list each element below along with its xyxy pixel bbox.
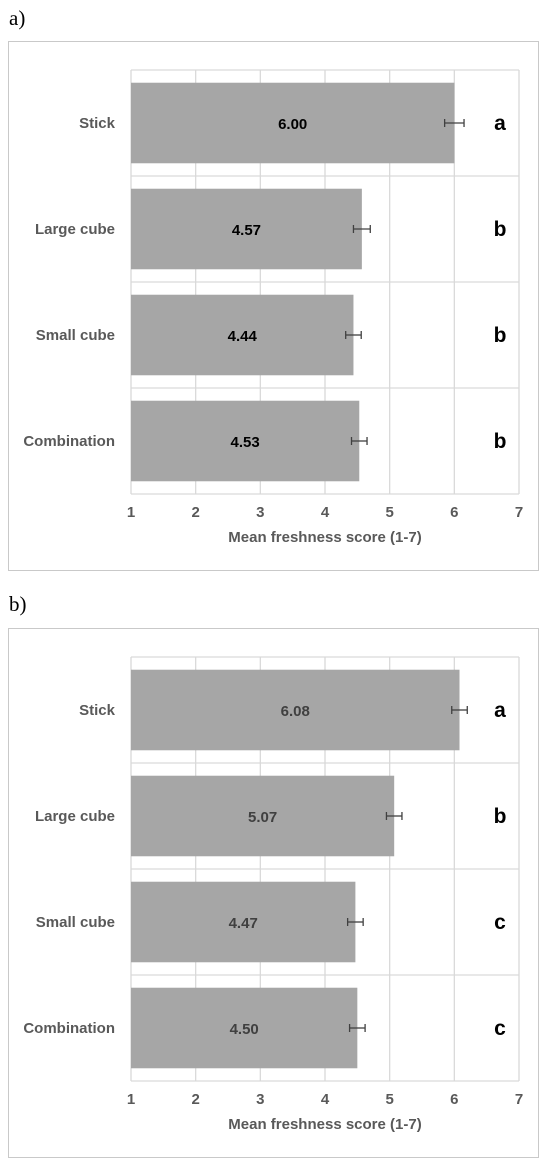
value-label-combination: 4.53 [231, 434, 260, 451]
value-label-stick: 6.00 [278, 116, 307, 133]
x-tick-label-7: 7 [515, 504, 523, 521]
bar-small-cube [131, 294, 354, 376]
value-label-combination: 4.50 [230, 1021, 259, 1038]
significance-letter-large-cube: b [494, 805, 507, 828]
error-bar-stick [443, 119, 465, 127]
x-tick-label-6: 6 [450, 1091, 458, 1108]
category-label-stick: Stick [79, 702, 116, 719]
chart-b: Stick 6.08 a Large cube 5.07 b Small cube 4.47 c… [23, 656, 523, 1133]
x-axis-title: Mean freshness score (1-7) [228, 1116, 421, 1133]
chart-a: Stick 6.00 a Large cube 4.57 b Small cube 4.44 b… [23, 69, 523, 546]
significance-letter-combination: b [494, 430, 507, 453]
bar-large-cube [131, 188, 362, 270]
bar-combination [131, 987, 358, 1069]
x-tick-label-4: 4 [321, 1091, 330, 1108]
significance-letter-small-cube: c [494, 911, 506, 934]
bar-large-cube [131, 775, 395, 857]
bar-combination [131, 400, 360, 482]
error-bar-large-cube [352, 225, 371, 233]
bar-small-cube [131, 881, 356, 963]
error-bar-combination [348, 1024, 366, 1032]
value-label-stick: 6.08 [281, 703, 310, 720]
chart-a-frame: Stick 6.00 a Large cube 4.57 b Small cube 4.44 b… [8, 41, 539, 571]
category-label-large-cube: Large cube [35, 808, 115, 825]
category-label-stick: Stick [79, 115, 116, 132]
value-label-large-cube: 5.07 [248, 809, 277, 826]
x-tick-label-1: 1 [127, 504, 135, 521]
significance-letter-small-cube: b [494, 324, 507, 347]
x-tick-label-5: 5 [385, 504, 393, 521]
x-tick-label-6: 6 [450, 504, 458, 521]
x-tick-label-7: 7 [515, 1091, 523, 1108]
panel-a-label: a) [9, 6, 26, 30]
category-label-small-cube: Small cube [36, 914, 115, 931]
x-tick-label-2: 2 [191, 1091, 199, 1108]
x-tick-label-3: 3 [256, 1091, 264, 1108]
error-bar-small-cube [345, 331, 362, 339]
value-label-small-cube: 4.47 [229, 915, 258, 932]
error-bar-stick [451, 706, 468, 714]
x-tick-label-5: 5 [385, 1091, 393, 1108]
value-label-large-cube: 4.57 [232, 222, 261, 239]
category-label-small-cube: Small cube [36, 327, 115, 344]
category-label-combination: Combination [23, 433, 115, 450]
x-tick-label-1: 1 [127, 1091, 135, 1108]
bar-stick [131, 82, 455, 164]
error-bar-small-cube [346, 918, 364, 926]
significance-letter-combination: c [494, 1017, 506, 1040]
significance-letter-large-cube: b [494, 218, 507, 241]
significance-letter-stick: a [494, 112, 506, 135]
x-axis-title: Mean freshness score (1-7) [228, 529, 421, 546]
bar-stick [131, 669, 460, 751]
category-label-large-cube: Large cube [35, 221, 115, 238]
x-tick-label-2: 2 [191, 504, 199, 521]
chart-b-frame: Stick 6.08 a Large cube 5.07 b Small cube 4.47 c… [8, 628, 539, 1158]
significance-letter-stick: a [494, 699, 506, 722]
panel-b-label: b) [9, 592, 27, 616]
category-label-combination: Combination [23, 1020, 115, 1037]
x-tick-label-3: 3 [256, 504, 264, 521]
error-bar-combination [350, 437, 368, 445]
value-label-small-cube: 4.44 [228, 328, 258, 345]
error-bar-large-cube [385, 812, 403, 820]
x-tick-label-4: 4 [321, 504, 330, 521]
